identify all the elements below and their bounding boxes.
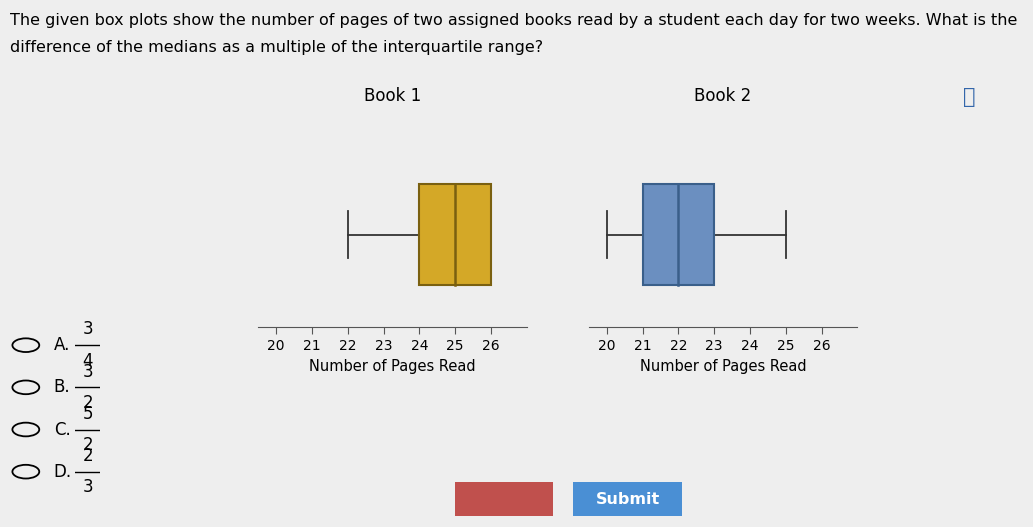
- Text: 5: 5: [83, 405, 93, 423]
- Bar: [419, 184, 491, 285]
- Text: Book 2: Book 2: [694, 87, 752, 105]
- Text: 3: 3: [83, 363, 93, 380]
- Bar: [643, 184, 714, 285]
- Text: D.: D.: [54, 463, 72, 481]
- Text: Submit: Submit: [595, 492, 660, 507]
- Text: difference of the medians as a multiple of the interquartile range?: difference of the medians as a multiple …: [10, 40, 543, 54]
- Text: 3: 3: [83, 320, 93, 338]
- Text: 2: 2: [83, 394, 93, 412]
- X-axis label: Number of Pages Read: Number of Pages Read: [309, 359, 476, 375]
- X-axis label: Number of Pages Read: Number of Pages Read: [639, 359, 807, 375]
- Text: Book 1: Book 1: [364, 87, 421, 105]
- Text: C.: C.: [54, 421, 70, 438]
- Text: 2: 2: [83, 447, 93, 465]
- Text: B.: B.: [54, 378, 70, 396]
- Text: 2: 2: [83, 436, 93, 454]
- Text: A.: A.: [54, 336, 70, 354]
- Text: ⓞ: ⓞ: [963, 87, 975, 108]
- Text: 4: 4: [83, 352, 93, 370]
- Text: The given box plots show the number of pages of two assigned books read by a stu: The given box plots show the number of p…: [10, 13, 1018, 28]
- Text: 3: 3: [83, 479, 93, 496]
